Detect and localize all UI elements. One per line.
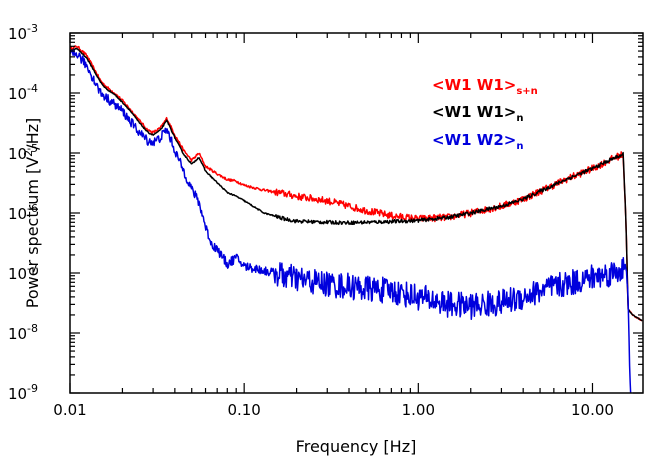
x-tick-label: 0.01 bbox=[53, 401, 86, 419]
x-tick-label: 0.10 bbox=[227, 401, 260, 419]
legend-entry-2: <W1 W2>n bbox=[432, 131, 523, 152]
y-tick-label: 10-8 bbox=[8, 322, 38, 343]
x-tick-labels: 0.01 0.10 1.00 10.00 bbox=[53, 401, 614, 419]
y-tick-label: 10-7 bbox=[8, 262, 38, 283]
y-axis-title: Power spectrum [V2/Hz] bbox=[22, 118, 42, 309]
y-tick-labels: 10-9 10-8 10-7 10-6 10-5 10-4 10-3 bbox=[8, 22, 38, 403]
y-axis-title-prefix: Power spectrum [V bbox=[23, 157, 42, 309]
x-tick-label: 10.00 bbox=[571, 401, 614, 419]
y-axis-title-suffix: /Hz] bbox=[23, 118, 42, 150]
tick-marks bbox=[69, 32, 643, 394]
y-tick-label: 10-3 bbox=[8, 22, 38, 43]
series-line-2 bbox=[70, 49, 632, 393]
plot-frame bbox=[69, 32, 644, 394]
y-tick-label: 10-5 bbox=[8, 142, 38, 163]
y-axis-title-sup: 2 bbox=[22, 150, 35, 157]
legend-entry-0: <W1 W1>s+n bbox=[432, 76, 538, 97]
x-axis-title: Frequency [Hz] bbox=[296, 437, 417, 456]
series-line-1 bbox=[70, 47, 643, 322]
legend: <W1 W1>s+n <W1 W1>n <W1 W2>n bbox=[432, 76, 538, 152]
y-tick-label: 10-6 bbox=[8, 202, 38, 223]
series-layer bbox=[70, 45, 643, 393]
y-tick-label: 10-9 bbox=[8, 382, 38, 403]
x-tick-label: 1.00 bbox=[402, 401, 435, 419]
legend-entry-1: <W1 W1>n bbox=[432, 103, 523, 124]
y-tick-label: 10-4 bbox=[8, 82, 38, 103]
